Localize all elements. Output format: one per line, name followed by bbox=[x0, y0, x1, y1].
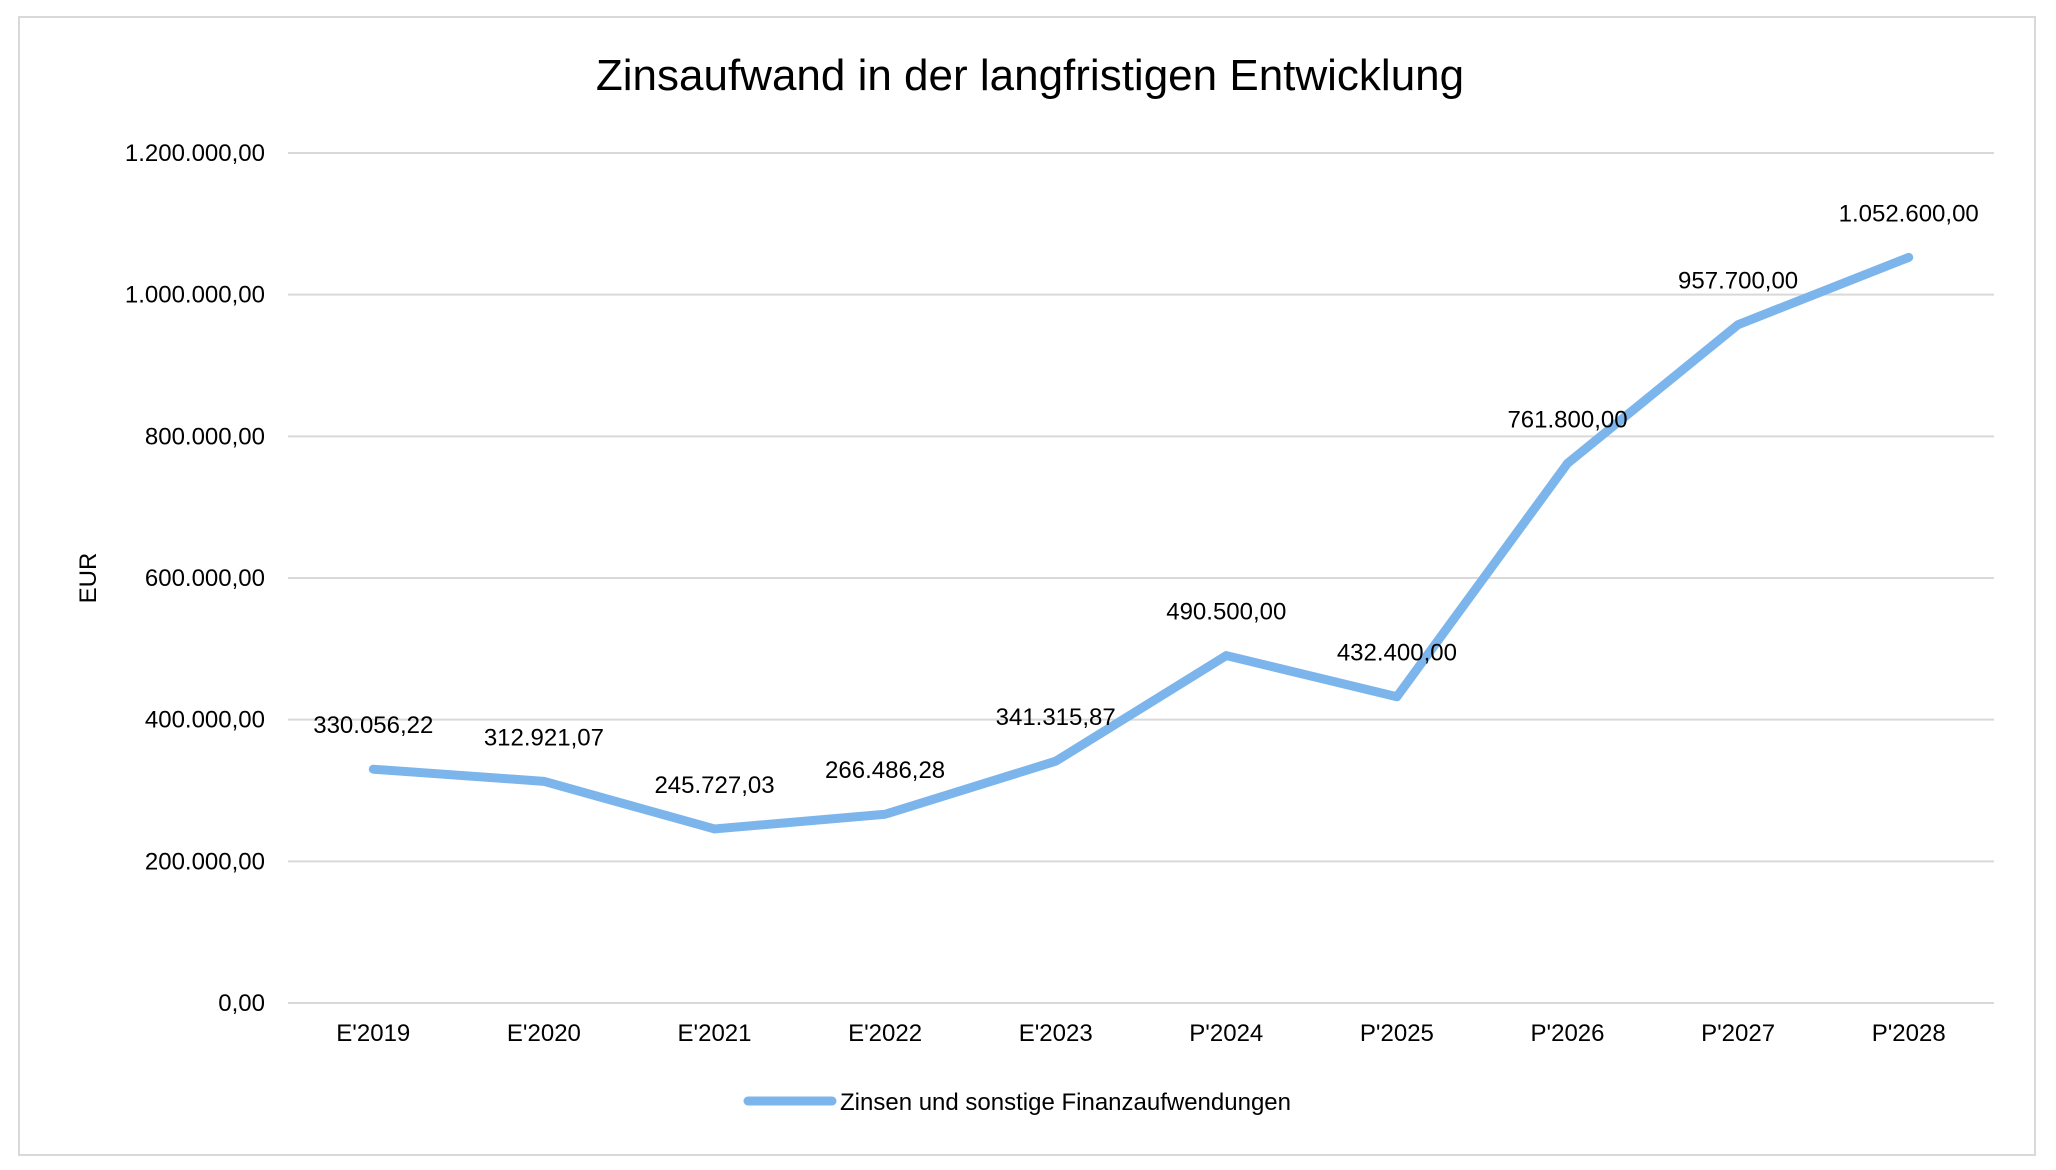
x-axis-ticks: E'2019 E'2020 E'2021 E'2022 E'2023 P'2024 P'20… bbox=[336, 1020, 1945, 1047]
y-tick-label: 200.000,00 bbox=[145, 848, 265, 875]
x-tick-label: E'2020 bbox=[507, 1020, 581, 1047]
y-axis-title: EUR bbox=[75, 553, 102, 604]
data-label: 330.056,22 bbox=[313, 712, 433, 739]
x-tick-label: E'2023 bbox=[1019, 1020, 1093, 1047]
y-tick-label: 800.000,00 bbox=[145, 423, 265, 450]
data-label: 490.500,00 bbox=[1166, 599, 1286, 626]
series-line bbox=[368, 252, 1914, 834]
series-group bbox=[368, 252, 1914, 834]
x-tick-label: P'2027 bbox=[1701, 1020, 1775, 1047]
y-tick-label: 1.000.000,00 bbox=[125, 282, 265, 309]
y-tick-label: 0,00 bbox=[218, 990, 265, 1017]
data-label: 245.727,03 bbox=[654, 772, 774, 799]
data-label: 1.052.600,00 bbox=[1839, 200, 1979, 227]
data-label: 312.921,07 bbox=[484, 724, 604, 751]
data-label: 341.315,87 bbox=[996, 704, 1116, 731]
x-tick-label: E'2022 bbox=[848, 1020, 922, 1047]
data-labels: 330.056,22 312.921,07 245.727,03 266.486,28… bbox=[313, 200, 1979, 799]
x-tick-label: E'2021 bbox=[678, 1020, 752, 1047]
data-label: 432.400,00 bbox=[1337, 640, 1457, 667]
y-tick-label: 1.200.000,00 bbox=[125, 140, 265, 167]
y-axis-ticks: 0,00 200.000,00 400.000,00 600.000,00 800.00… bbox=[125, 140, 265, 1017]
x-tick-label: P'2028 bbox=[1872, 1020, 1946, 1047]
x-tick-label: E'2019 bbox=[336, 1020, 410, 1047]
y-tick-label: 600.000,00 bbox=[145, 565, 265, 592]
data-label: 266.486,28 bbox=[825, 757, 945, 784]
x-tick-label: P'2024 bbox=[1189, 1020, 1263, 1047]
data-label: 761.800,00 bbox=[1507, 406, 1627, 433]
chart-title: Zinsaufwand in der langfristigen Entwick… bbox=[596, 51, 1464, 100]
chart-frame bbox=[18, 16, 2036, 1156]
y-tick-label: 400.000,00 bbox=[145, 707, 265, 734]
legend-label: Zinsen und sonstige Finanzaufwendungen bbox=[840, 1089, 1291, 1116]
x-tick-label: P'2025 bbox=[1360, 1020, 1434, 1047]
data-label: 957.700,00 bbox=[1678, 268, 1798, 295]
gridlines bbox=[288, 152, 1994, 1004]
legend: Zinsen und sonstige Finanzaufwendungen bbox=[743, 1089, 1291, 1116]
x-tick-label: P'2026 bbox=[1531, 1020, 1605, 1047]
